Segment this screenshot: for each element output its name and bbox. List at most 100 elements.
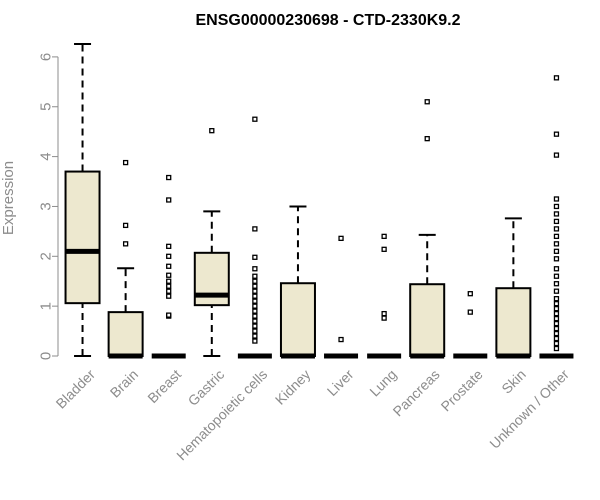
outlier-point — [166, 253, 172, 259]
x-tick-label: Gastric — [185, 366, 228, 409]
outlier-point — [553, 335, 560, 342]
outlier-point — [553, 301, 560, 307]
box-unknown-other — [539, 75, 574, 359]
y-tick-label: 2 — [38, 252, 55, 260]
outlier-point — [166, 272, 172, 278]
outlier-point — [252, 283, 258, 289]
outlier-point — [166, 312, 172, 318]
outlier-point — [553, 196, 560, 202]
outlier-point — [338, 336, 344, 343]
x-tick-label: Bladder — [53, 366, 99, 412]
box-brain — [107, 159, 144, 359]
outlier-point — [553, 315, 560, 322]
box-skin — [495, 217, 532, 359]
outlier-point — [553, 266, 560, 272]
outlier-point — [252, 338, 258, 344]
outlier-point — [553, 320, 560, 327]
box-iqr — [409, 283, 446, 357]
outlier-point — [252, 328, 258, 334]
box-liver — [324, 235, 359, 359]
outlier-point — [381, 310, 387, 317]
outlier-point — [166, 197, 172, 203]
outlier-point — [252, 226, 258, 232]
outlier-point — [122, 222, 129, 229]
box-kidney — [279, 205, 316, 359]
outlier-point — [553, 330, 560, 337]
outlier-point — [252, 313, 258, 319]
x-tick-label: Unknown / Other — [486, 366, 572, 452]
box-breast — [151, 174, 186, 359]
outlier-point — [467, 291, 473, 297]
outlier-point — [252, 293, 258, 299]
y-tick-label: 6 — [38, 53, 55, 61]
outlier-point — [553, 131, 560, 137]
outlier-point — [553, 310, 560, 317]
outlier-point — [424, 136, 430, 142]
outlier-point — [553, 233, 560, 240]
x-tick-label: Skin — [498, 366, 529, 397]
outlier-point — [424, 99, 430, 105]
box-iqr — [64, 170, 101, 305]
outlier-point — [553, 325, 560, 332]
outlier-point — [381, 233, 387, 240]
chart-title: ENSG00000230698 - CTD-2330K9.2 — [195, 12, 460, 29]
outlier-point — [553, 218, 560, 225]
outlier-point — [166, 288, 172, 294]
outlier-point — [252, 308, 258, 314]
outlier-point — [252, 323, 258, 329]
outlier-point — [252, 288, 258, 294]
outlier-point — [338, 235, 344, 242]
outlier-point — [166, 263, 172, 269]
outlier-point — [166, 174, 172, 181]
outlier-point — [553, 296, 560, 302]
outlier-point — [553, 211, 560, 217]
y-tick-label: 3 — [38, 202, 55, 210]
box-pancreas — [409, 99, 446, 359]
outlier-point — [209, 128, 215, 134]
outlier-point — [553, 273, 560, 279]
box-iqr — [107, 311, 144, 357]
box-gastric — [193, 128, 230, 357]
outlier-point — [252, 298, 258, 304]
x-tick-label: Lung — [366, 366, 399, 399]
x-tick-label: Kidney — [272, 366, 314, 408]
outlier-point — [122, 241, 129, 247]
outlier-point — [252, 333, 258, 339]
y-tick-label: 5 — [38, 103, 55, 111]
y-tick-label: 1 — [38, 302, 55, 310]
outlier-point — [553, 152, 560, 158]
box-lung — [367, 233, 402, 359]
outlier-point — [467, 309, 473, 315]
outlier-point — [553, 340, 560, 347]
box-iqr — [495, 287, 532, 358]
y-axis: 0 1 2 3 4 5 6 — [38, 53, 59, 360]
outlier-point — [252, 303, 258, 309]
outlier-point — [553, 256, 560, 262]
outlier-point — [252, 278, 258, 284]
x-tick-label: Breast — [144, 366, 184, 406]
box-hematopoietic-cells — [237, 116, 272, 359]
box-bladder — [64, 42, 101, 357]
outlier-point — [381, 315, 387, 321]
x-tick-label: Pancreas — [390, 366, 443, 419]
outlier-point — [553, 226, 560, 232]
boxes-group — [64, 42, 574, 359]
outlier-point — [252, 266, 258, 272]
outlier-point — [553, 75, 560, 81]
outlier-point — [166, 293, 172, 299]
x-tick-label: Prostate — [438, 366, 486, 414]
outlier-point — [553, 281, 560, 287]
outlier-point — [553, 288, 560, 294]
outlier-point — [553, 345, 560, 352]
box-prostate — [453, 291, 488, 359]
outlier-point — [553, 248, 560, 254]
y-tick-label: 0 — [38, 352, 55, 360]
outlier-point — [553, 305, 560, 312]
outlier-point — [553, 241, 560, 247]
outlier-point — [252, 318, 258, 324]
outlier-point — [122, 159, 129, 166]
y-axis-label: Expression — [0, 161, 17, 235]
y-tick-label: 4 — [38, 152, 55, 160]
